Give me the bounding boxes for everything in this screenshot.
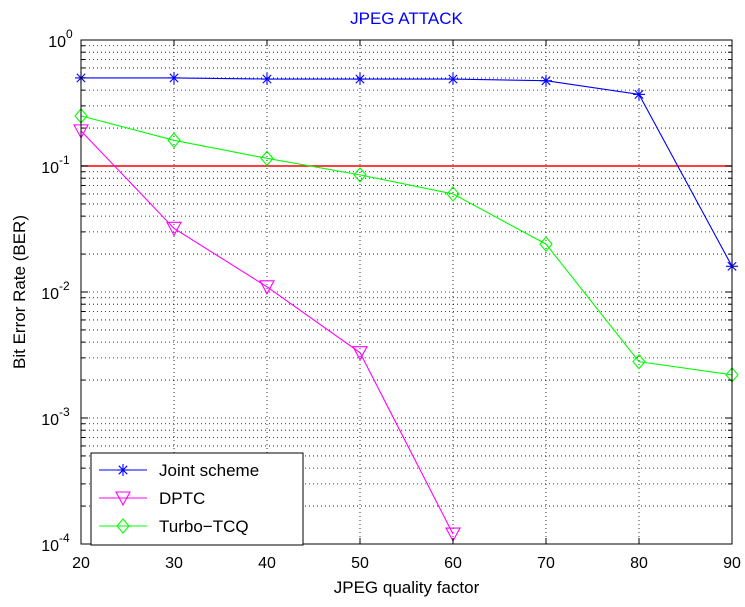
series-line	[80, 130, 454, 535]
chart-title: JPEG ATTACK	[350, 9, 463, 28]
data-point	[115, 491, 131, 507]
data-point	[168, 71, 180, 84]
legend-entry: Joint scheme	[99, 461, 259, 480]
y-tick-base: 10	[41, 160, 59, 177]
y-tick-label: 10 -4	[41, 531, 70, 555]
y-tick-exponent: -3	[59, 405, 70, 419]
legend-entry: DPTC	[99, 489, 205, 508]
data-point	[166, 221, 182, 237]
y-axis-label: Bit Error Rate (BER)	[10, 215, 29, 369]
x-tick-label: 80	[630, 555, 648, 572]
y-tick-base: 10	[48, 34, 66, 51]
data-point	[353, 167, 367, 183]
data-point	[259, 280, 275, 295]
series-dptc	[73, 124, 461, 543]
x-tick-label: 40	[258, 555, 276, 572]
grid	[81, 40, 732, 544]
y-tick-exponent: 0	[66, 27, 73, 41]
y-tick-label: 10 -3	[41, 405, 70, 429]
data-point	[167, 132, 181, 149]
x-axis-label: JPEG quality factor	[334, 578, 480, 597]
data-point	[540, 74, 552, 87]
series-line	[80, 115, 733, 376]
x-tick-label: 90	[723, 555, 741, 572]
data-point	[539, 236, 553, 252]
legend-label: Joint scheme	[159, 461, 259, 480]
legend-label: Turbo−TCQ	[159, 517, 249, 536]
data-point	[261, 73, 273, 86]
y-tick-base: 10	[41, 538, 59, 555]
data-point	[117, 464, 129, 476]
data-point	[352, 346, 368, 361]
y-tick-exponent: -2	[59, 279, 70, 293]
series-layer	[73, 71, 739, 543]
x-tick-labels: 20 30 40 50 60 70 80 90	[72, 555, 741, 572]
tick-marks	[80, 40, 733, 545]
y-tick-base: 10	[41, 412, 59, 429]
data-point	[446, 186, 460, 202]
legend: Joint scheme DPTC Turbo−TCQ	[90, 452, 304, 546]
y-tick-label: 10 -1	[41, 153, 70, 177]
series-line	[81, 77, 733, 267]
data-point	[260, 150, 274, 167]
data-point	[354, 73, 366, 86]
data-point	[445, 527, 461, 543]
x-tick-label: 70	[537, 555, 555, 572]
x-tick-label: 20	[72, 555, 90, 572]
legend-label: DPTC	[159, 489, 205, 508]
series-joint-scheme	[75, 71, 738, 273]
legend-entry: Turbo−TCQ	[99, 517, 249, 536]
y-tick-base: 10	[41, 286, 59, 303]
data-point	[447, 73, 459, 86]
data-point	[116, 518, 130, 534]
y-tick-exponent: -4	[59, 531, 70, 545]
series-turbo-tcq	[74, 108, 739, 383]
data-point	[632, 353, 646, 370]
x-tick-label: 30	[165, 555, 183, 572]
data-point	[633, 88, 645, 101]
y-tick-label: 10 0	[48, 27, 73, 51]
x-tick-label: 60	[444, 555, 462, 572]
y-tick-exponent: -1	[59, 153, 70, 167]
x-tick-label: 50	[351, 555, 369, 572]
y-tick-label: 10 -2	[41, 279, 70, 303]
